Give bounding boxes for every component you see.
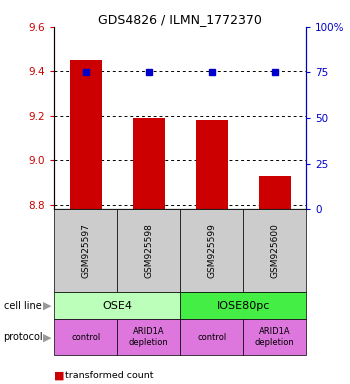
Text: GSM925598: GSM925598 bbox=[144, 223, 153, 278]
Text: ARID1A
depletion: ARID1A depletion bbox=[255, 328, 295, 347]
Text: IOSE80pc: IOSE80pc bbox=[217, 301, 270, 311]
Text: transformed count: transformed count bbox=[65, 371, 153, 381]
Text: OSE4: OSE4 bbox=[102, 301, 132, 311]
Text: GSM925600: GSM925600 bbox=[270, 223, 279, 278]
Title: GDS4826 / ILMN_1772370: GDS4826 / ILMN_1772370 bbox=[98, 13, 262, 26]
Text: cell line: cell line bbox=[4, 301, 41, 311]
Text: GSM925599: GSM925599 bbox=[207, 223, 216, 278]
Bar bbox=[70, 60, 101, 209]
Text: ▶: ▶ bbox=[43, 332, 51, 342]
Bar bbox=[259, 176, 290, 209]
Text: ARID1A
depletion: ARID1A depletion bbox=[129, 328, 169, 347]
Text: ▶: ▶ bbox=[43, 301, 51, 311]
Text: ■: ■ bbox=[54, 371, 65, 381]
Text: GSM925597: GSM925597 bbox=[81, 223, 90, 278]
Text: control: control bbox=[197, 333, 226, 342]
Text: control: control bbox=[71, 333, 100, 342]
Bar bbox=[133, 118, 164, 209]
Text: protocol: protocol bbox=[4, 332, 43, 342]
Bar bbox=[196, 120, 228, 209]
